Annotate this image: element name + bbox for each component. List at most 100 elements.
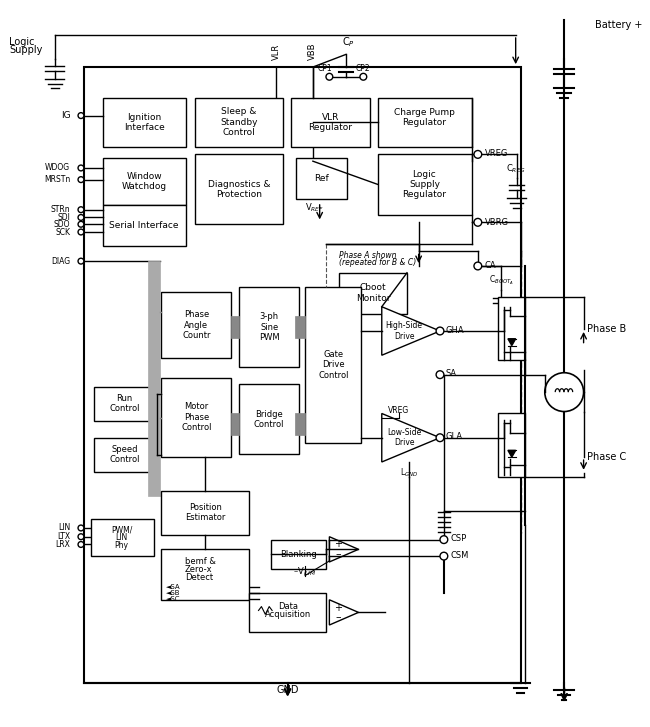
Circle shape bbox=[78, 525, 84, 531]
Bar bbox=[196, 98, 283, 147]
Text: CA: CA bbox=[485, 260, 496, 270]
Bar bbox=[103, 98, 186, 147]
Bar bbox=[271, 539, 326, 569]
Text: C$_P$: C$_P$ bbox=[343, 35, 356, 49]
Text: ◄SC: ◄SC bbox=[166, 596, 181, 602]
Circle shape bbox=[436, 327, 444, 335]
Polygon shape bbox=[382, 307, 440, 356]
Bar bbox=[498, 297, 525, 360]
Text: L$_{GND}$: L$_{GND}$ bbox=[400, 467, 418, 479]
Text: DIAG: DIAG bbox=[51, 257, 70, 265]
Text: Acquisition: Acquisition bbox=[265, 610, 311, 619]
Text: VLR: VLR bbox=[272, 44, 281, 60]
Text: C$_{REG}$: C$_{REG}$ bbox=[506, 163, 526, 175]
Circle shape bbox=[78, 221, 84, 227]
Polygon shape bbox=[330, 600, 359, 625]
Text: Charge Pump
Regulator: Charge Pump Regulator bbox=[394, 108, 455, 127]
Text: Diagnostics &
Protection: Diagnostics & Protection bbox=[208, 180, 270, 199]
Text: Sleep &
Standby
Control: Sleep & Standby Control bbox=[220, 108, 258, 137]
Bar bbox=[239, 385, 299, 454]
Text: Phase A shown: Phase A shown bbox=[339, 251, 396, 260]
Text: LRX: LRX bbox=[55, 540, 70, 549]
Bar bbox=[161, 377, 231, 457]
Text: Logic
Supply
Regulator: Logic Supply Regulator bbox=[402, 169, 447, 199]
Text: Run
Control: Run Control bbox=[109, 394, 140, 414]
Text: Phase B: Phase B bbox=[588, 324, 627, 334]
Bar bbox=[161, 292, 231, 358]
Polygon shape bbox=[330, 537, 359, 562]
Text: V$_{REF}$: V$_{REF}$ bbox=[305, 201, 324, 214]
Text: Position
Estimator: Position Estimator bbox=[185, 503, 226, 522]
Bar bbox=[305, 287, 361, 443]
Bar bbox=[231, 316, 239, 338]
Circle shape bbox=[78, 113, 84, 119]
Text: Ignition
Interface: Ignition Interface bbox=[124, 113, 164, 132]
Circle shape bbox=[78, 542, 84, 547]
Bar bbox=[103, 205, 186, 246]
Bar bbox=[378, 154, 472, 214]
Text: –V$_{ILIM}$: –V$_{ILIM}$ bbox=[293, 566, 317, 578]
Bar bbox=[196, 154, 283, 224]
Text: +: + bbox=[334, 603, 342, 613]
Text: SDO: SDO bbox=[54, 220, 70, 229]
Text: 3-ph
Sine
PWM: 3-ph Sine PWM bbox=[259, 312, 280, 342]
Bar bbox=[148, 261, 159, 496]
Circle shape bbox=[326, 73, 333, 80]
Text: Data: Data bbox=[278, 602, 298, 611]
Text: LIN: LIN bbox=[58, 523, 70, 532]
Text: Detect: Detect bbox=[185, 573, 213, 582]
Text: Window
Watchdog: Window Watchdog bbox=[122, 172, 166, 191]
Text: Logic: Logic bbox=[9, 37, 34, 47]
Text: (repeated for B & C): (repeated for B & C) bbox=[339, 257, 416, 267]
Text: ◄SB: ◄SB bbox=[166, 590, 181, 596]
Text: Speed
Control: Speed Control bbox=[109, 444, 140, 464]
Bar bbox=[291, 98, 370, 147]
Bar bbox=[161, 550, 249, 600]
Bar bbox=[295, 316, 305, 338]
Text: GHA: GHA bbox=[446, 326, 465, 334]
Text: High-Side
Drive: High-Side Drive bbox=[385, 321, 422, 341]
Circle shape bbox=[440, 536, 448, 544]
Bar bbox=[296, 158, 347, 199]
Text: +: + bbox=[334, 539, 342, 550]
Circle shape bbox=[360, 73, 367, 80]
Text: Blanking: Blanking bbox=[280, 550, 317, 558]
Text: ◄SA: ◄SA bbox=[166, 585, 181, 590]
Circle shape bbox=[436, 434, 444, 441]
Bar bbox=[339, 273, 407, 313]
Text: Phase
Angle
Countr: Phase Angle Countr bbox=[182, 310, 211, 340]
Text: –: – bbox=[335, 549, 341, 559]
Text: IG: IG bbox=[60, 111, 70, 120]
Text: VLR
Regulator: VLR Regulator bbox=[308, 113, 352, 132]
Text: Cboot
Monitor: Cboot Monitor bbox=[356, 284, 390, 303]
Text: C$_{BOOT_A}$: C$_{BOOT_A}$ bbox=[489, 274, 515, 287]
Polygon shape bbox=[508, 450, 515, 457]
Circle shape bbox=[474, 150, 482, 158]
Bar bbox=[239, 287, 299, 367]
Text: Serial Interface: Serial Interface bbox=[109, 221, 179, 230]
Circle shape bbox=[78, 229, 84, 235]
Text: Phase C: Phase C bbox=[588, 452, 627, 462]
Bar bbox=[94, 438, 157, 472]
Text: Bridge
Control: Bridge Control bbox=[254, 409, 285, 429]
Text: VBRG: VBRG bbox=[485, 218, 509, 227]
Circle shape bbox=[78, 165, 84, 171]
Circle shape bbox=[436, 371, 444, 379]
Bar bbox=[94, 387, 157, 421]
Text: –: – bbox=[335, 612, 341, 622]
Text: VREG: VREG bbox=[485, 149, 508, 158]
Text: Phy: Phy bbox=[114, 541, 129, 550]
Circle shape bbox=[78, 534, 84, 539]
Text: Ref: Ref bbox=[314, 174, 329, 183]
Bar bbox=[295, 414, 305, 435]
Text: VBB: VBB bbox=[308, 43, 317, 60]
Text: Supply: Supply bbox=[9, 44, 42, 55]
Text: CP1: CP1 bbox=[317, 65, 332, 73]
Polygon shape bbox=[508, 339, 515, 345]
Text: Zero-x: Zero-x bbox=[185, 565, 213, 574]
Text: GND: GND bbox=[276, 685, 299, 695]
Text: bemf &: bemf & bbox=[185, 558, 216, 566]
Bar bbox=[84, 67, 521, 683]
Text: SDI: SDI bbox=[57, 213, 70, 222]
Text: LTX: LTX bbox=[57, 532, 70, 541]
